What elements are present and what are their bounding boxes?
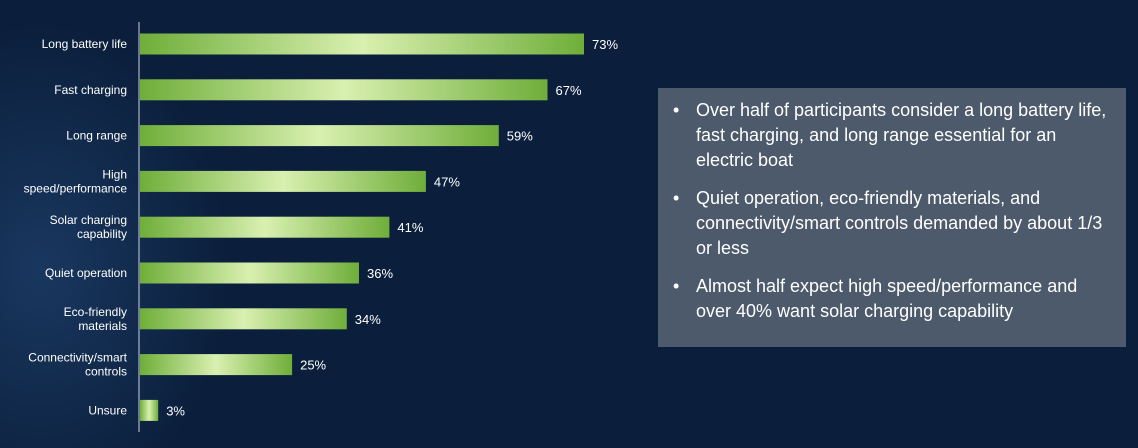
value-label: 34% xyxy=(355,312,381,327)
summary-point-text: Almost half expect high speed/performanc… xyxy=(696,276,1078,321)
value-label: 47% xyxy=(434,174,460,189)
summary-point-text: Over half of participants consider a lon… xyxy=(696,100,1107,170)
category-label: High speed/performance xyxy=(24,167,128,195)
bar xyxy=(140,399,159,421)
value-label: 25% xyxy=(300,358,326,373)
bar xyxy=(140,308,347,330)
summary-list: • Over half of participants consider a l… xyxy=(672,98,1112,324)
category-label: Solar charging capability xyxy=(50,213,127,241)
bar xyxy=(140,262,359,284)
bar xyxy=(140,216,390,238)
value-label: 73% xyxy=(592,37,618,52)
category-label: Long range xyxy=(66,129,127,143)
bar xyxy=(140,354,293,376)
bullet-icon: • xyxy=(673,100,680,120)
summary-point-1: • Over half of participants consider a l… xyxy=(672,98,1112,173)
bar xyxy=(140,33,584,55)
value-label: 59% xyxy=(507,129,533,144)
bar xyxy=(140,79,548,101)
value-label: 67% xyxy=(556,83,582,98)
category-label: Quiet operation xyxy=(45,266,127,280)
summary-point-text: Quiet operation, eco-friendly materials,… xyxy=(696,188,1103,258)
bar xyxy=(140,170,426,192)
value-label: 36% xyxy=(367,266,393,281)
bar xyxy=(140,125,499,147)
summary-point-2: • Quiet operation, eco-friendly material… xyxy=(672,186,1112,261)
value-label: 3% xyxy=(166,403,185,418)
category-label: Fast charging xyxy=(54,83,127,97)
value-label: 41% xyxy=(397,220,423,235)
bar-chart: 73% Long battery life 67% Fast charging 59% L… xyxy=(24,22,618,432)
category-label: Unsure xyxy=(88,403,127,417)
bullet-icon: • xyxy=(673,188,680,208)
category-label: Eco-friendly materials xyxy=(64,305,127,333)
bullet-icon: • xyxy=(673,276,680,296)
category-label: Long battery life xyxy=(42,37,128,51)
category-label: Connectivity/smart controls xyxy=(28,351,127,379)
summary-point-3: • Almost half expect high speed/performa… xyxy=(672,274,1112,324)
summary-panel: • Over half of participants consider a l… xyxy=(658,88,1126,347)
